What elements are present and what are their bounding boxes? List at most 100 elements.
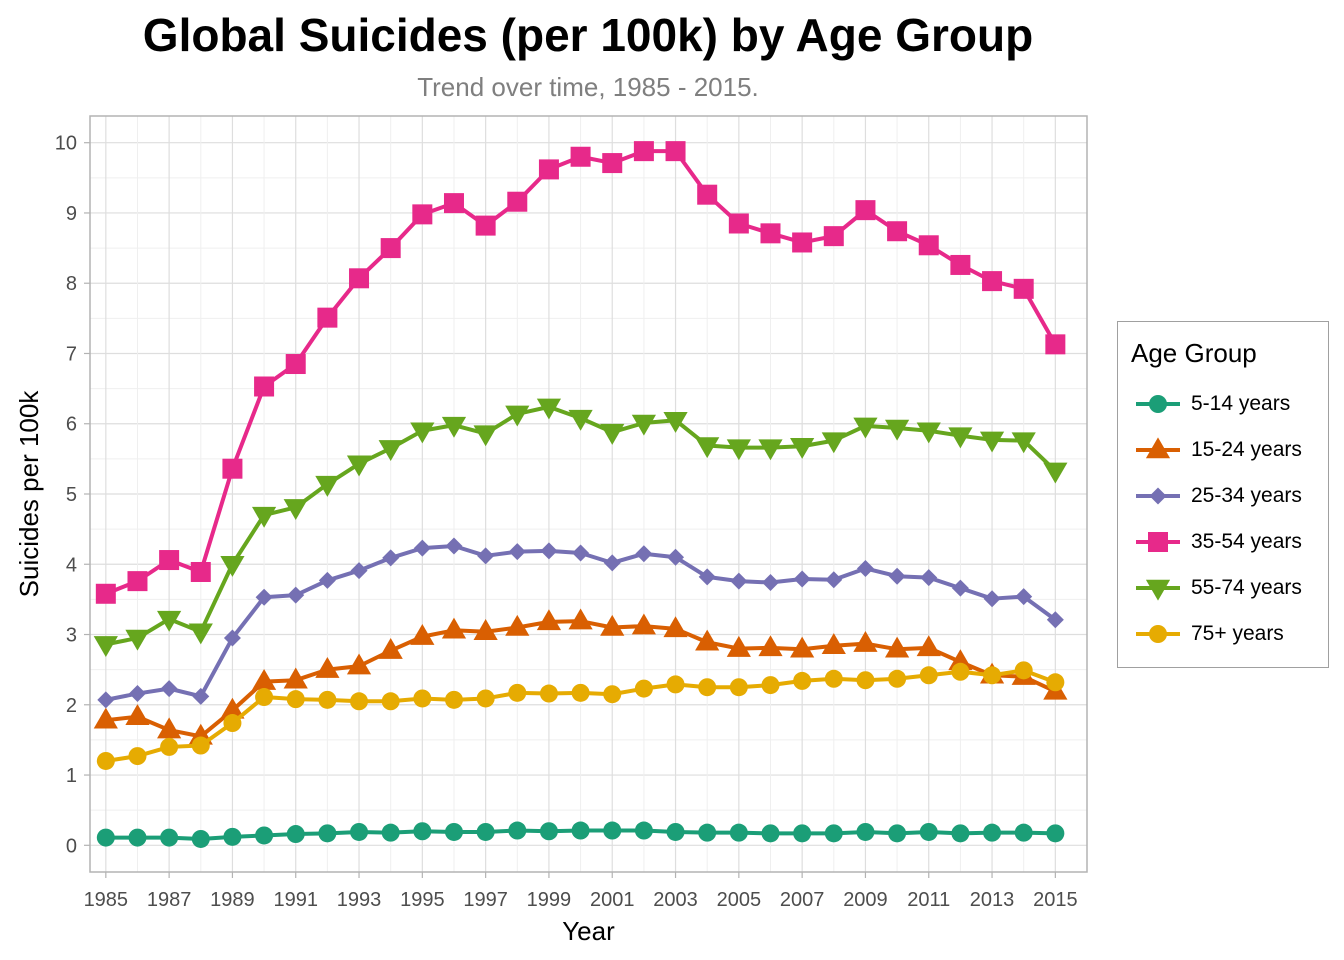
data-point bbox=[220, 697, 245, 719]
x-tick-label: 1999 bbox=[527, 889, 572, 911]
legend-key-marker bbox=[1145, 579, 1171, 601]
legend-label: 35-54 years bbox=[1191, 530, 1302, 553]
data-point bbox=[697, 184, 718, 205]
data-point bbox=[160, 680, 178, 698]
legend-key bbox=[1136, 395, 1180, 413]
chart-title: Global Suicides (per 100k) by Age Group bbox=[142, 9, 1034, 61]
data-point bbox=[667, 548, 685, 566]
data-point bbox=[855, 200, 876, 221]
data-point bbox=[916, 635, 941, 657]
data-point bbox=[919, 666, 938, 685]
legend-key-marker bbox=[1149, 395, 1167, 413]
data-point bbox=[128, 685, 146, 703]
data-point bbox=[888, 824, 907, 843]
data-point bbox=[283, 499, 308, 520]
data-point bbox=[413, 822, 432, 841]
data-point bbox=[93, 707, 118, 729]
data-point bbox=[412, 204, 433, 225]
line-chart: 1985 1987 1989 1991 1993 1995 1997 1999 2001 2003… bbox=[14, 115, 1088, 946]
data-point bbox=[378, 638, 403, 659]
data-point bbox=[1014, 823, 1033, 842]
data-point bbox=[127, 571, 148, 592]
data-point bbox=[539, 822, 558, 841]
data-point bbox=[730, 572, 748, 590]
data-point bbox=[603, 685, 622, 704]
data-point bbox=[381, 823, 400, 842]
data-point bbox=[223, 714, 242, 733]
data-point bbox=[381, 692, 400, 711]
data-point bbox=[761, 574, 779, 592]
y-tick-label: 3 bbox=[66, 625, 77, 647]
x-tick-label: 1995 bbox=[400, 889, 445, 911]
x-tick-label: 1991 bbox=[273, 889, 318, 911]
data-point bbox=[698, 823, 717, 842]
data-point bbox=[823, 226, 844, 247]
data-point bbox=[666, 675, 685, 694]
x-tick-label: 1997 bbox=[463, 889, 508, 911]
data-point bbox=[792, 232, 813, 253]
data-point bbox=[283, 667, 308, 689]
x-tick-label: 2009 bbox=[843, 889, 888, 911]
legend-label: 55-74 years bbox=[1191, 576, 1302, 599]
data-point bbox=[698, 568, 716, 586]
data-point bbox=[315, 657, 340, 678]
legend-label: 15-24 years bbox=[1191, 438, 1302, 461]
data-point bbox=[884, 419, 910, 441]
legend-item: 25-34 years bbox=[1118, 474, 1328, 518]
data-point bbox=[157, 610, 182, 632]
data-point bbox=[824, 824, 843, 843]
data-point bbox=[726, 635, 751, 657]
chart-subtitle: Trend over time, 1985 - 2015. bbox=[417, 72, 759, 102]
legend-key bbox=[1136, 437, 1180, 459]
data-point bbox=[536, 398, 562, 420]
data-point bbox=[505, 405, 530, 427]
legend-title: Age Group bbox=[1131, 338, 1257, 368]
data-point bbox=[410, 623, 435, 645]
series-lines bbox=[93, 141, 1068, 848]
data-point bbox=[443, 193, 464, 214]
series-15-24-years bbox=[93, 608, 1068, 745]
data-point bbox=[948, 427, 973, 449]
data-point bbox=[726, 439, 751, 461]
data-point bbox=[602, 153, 623, 174]
data-point bbox=[96, 751, 115, 770]
data-point bbox=[222, 458, 243, 479]
data-point bbox=[505, 614, 530, 636]
data-point bbox=[540, 542, 558, 560]
data-point bbox=[695, 629, 720, 651]
data-point bbox=[188, 623, 213, 645]
data-point bbox=[951, 662, 970, 681]
data-point bbox=[285, 354, 306, 375]
data-point bbox=[631, 613, 656, 635]
data-point bbox=[983, 823, 1002, 842]
data-point bbox=[346, 653, 372, 675]
data-point bbox=[346, 455, 372, 477]
data-point bbox=[666, 822, 685, 841]
data-point bbox=[761, 824, 780, 843]
data-point bbox=[663, 411, 688, 433]
legend-item: 5-14 years bbox=[1118, 382, 1328, 426]
data-point bbox=[255, 826, 274, 845]
data-point bbox=[761, 676, 780, 695]
data-point bbox=[507, 191, 528, 212]
data-point bbox=[790, 636, 815, 658]
data-point bbox=[508, 543, 526, 561]
data-point bbox=[128, 747, 147, 766]
data-point bbox=[350, 692, 369, 711]
data-point bbox=[441, 617, 467, 639]
data-point bbox=[853, 631, 878, 652]
data-point bbox=[536, 609, 562, 631]
data-point bbox=[979, 431, 1005, 453]
data-point bbox=[350, 562, 368, 580]
data-point bbox=[410, 422, 435, 444]
data-point bbox=[190, 561, 211, 582]
series-35-54-years bbox=[95, 141, 1066, 604]
data-point bbox=[380, 238, 401, 259]
data-point bbox=[255, 588, 273, 606]
y-tick-label: 8 bbox=[66, 273, 77, 295]
data-point bbox=[444, 822, 463, 841]
legend-item: 55-74 years bbox=[1118, 566, 1328, 610]
data-point bbox=[824, 669, 843, 688]
data-point bbox=[508, 821, 527, 840]
data-point bbox=[96, 828, 115, 847]
